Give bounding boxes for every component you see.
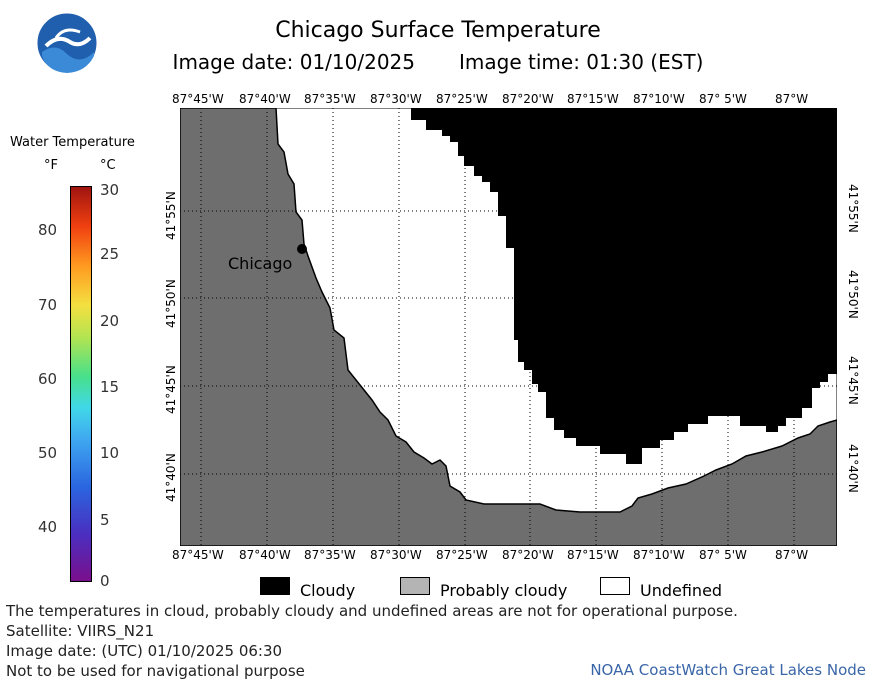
lon-label-bottom: 87°W xyxy=(775,548,809,562)
tick-fahrenheit: 80 xyxy=(38,221,58,239)
temperature-colorbar xyxy=(70,186,92,582)
cloudy-label: Cloudy xyxy=(300,581,356,600)
lat-label-left: 41°40'N xyxy=(164,453,178,502)
lon-label-top: 87°40'W xyxy=(239,92,291,106)
lat-label-left: 41°50'N xyxy=(164,279,178,328)
tick-fahrenheit: 50 xyxy=(38,444,58,462)
lon-label-bottom: 87°25'W xyxy=(436,548,488,562)
lat-label-right: 41°45'N xyxy=(846,356,860,405)
lat-label-left: 41°45'N xyxy=(164,365,178,414)
tick-celsius: 25 xyxy=(100,245,120,263)
lon-label-bottom: 87°20'W xyxy=(502,548,554,562)
tick-celsius: 20 xyxy=(100,312,120,330)
tick-celsius: 5 xyxy=(100,511,110,529)
page-title: Chicago Surface Temperature xyxy=(275,18,601,43)
undefined-label: Undefined xyxy=(640,581,723,600)
undefined-swatch xyxy=(600,577,630,595)
lon-label-top: 87°10'W xyxy=(633,92,685,106)
lon-label-bottom: 87°45'W xyxy=(172,548,224,562)
lon-label-top: 87° 5'W xyxy=(699,92,747,106)
graticule xyxy=(180,108,837,546)
lat-label-left: 41°55'N xyxy=(164,191,178,240)
noaa-logo xyxy=(36,12,98,74)
tick-celsius: 15 xyxy=(100,378,120,396)
credit: NOAA CoastWatch Great Lakes Node xyxy=(590,661,866,679)
image-time: Image time: 01:30 (EST) xyxy=(459,50,704,74)
chicago-marker xyxy=(297,244,307,254)
unit-fahrenheit: °F xyxy=(44,158,58,173)
lon-label-top: 87°15'W xyxy=(567,92,619,106)
disclaimer: The temperatures in cloud, probably clou… xyxy=(6,602,738,620)
image-date: Image date: 01/10/2025 xyxy=(172,50,416,74)
probably-cloudy-label: Probably cloudy xyxy=(440,581,568,600)
tick-fahrenheit: 40 xyxy=(38,518,58,536)
lon-label-bottom: 87° 5'W xyxy=(699,548,747,562)
lat-label-right: 41°50'N xyxy=(846,270,860,319)
lon-label-top: 87°W xyxy=(775,92,809,106)
lon-label-top: 87°35'W xyxy=(304,92,356,106)
city-label: Chicago xyxy=(228,254,292,273)
cloudy-region xyxy=(411,108,837,464)
unit-celsius: °C xyxy=(100,158,116,173)
navigation-warning: Not to be used for navigational purpose xyxy=(6,662,305,680)
tick-celsius: 10 xyxy=(100,444,120,462)
lon-label-bottom: 87°40'W xyxy=(239,548,291,562)
probably-cloudy-swatch xyxy=(400,577,430,595)
lon-label-bottom: 87°15'W xyxy=(567,548,619,562)
lon-label-bottom: 87°10'W xyxy=(633,548,685,562)
satellite: Satellite: VIIRS_N21 xyxy=(6,622,155,640)
utc-date: Image date: (UTC) 01/10/2025 06:30 xyxy=(6,642,283,660)
cloudy-swatch xyxy=(260,577,290,595)
tick-fahrenheit: 60 xyxy=(38,370,58,388)
map-area: Chicago xyxy=(180,108,837,546)
land-region xyxy=(180,108,837,546)
lon-label-top: 87°30'W xyxy=(370,92,422,106)
lon-label-top: 87°25'W xyxy=(436,92,488,106)
legend-title: Water Temperature xyxy=(10,135,135,150)
tick-celsius: 30 xyxy=(100,181,120,199)
date-line: Image date: 01/10/2025 Image time: 01:30 … xyxy=(0,50,876,74)
lon-label-top: 87°45'W xyxy=(172,92,224,106)
lat-label-right: 41°40'N xyxy=(846,444,860,493)
lon-label-bottom: 87°30'W xyxy=(370,548,422,562)
lat-label-right: 41°55'N xyxy=(846,184,860,233)
tick-celsius: 0 xyxy=(100,572,110,590)
lon-label-bottom: 87°35'W xyxy=(304,548,356,562)
lon-label-top: 87°20'W xyxy=(502,92,554,106)
tick-fahrenheit: 70 xyxy=(38,296,58,314)
